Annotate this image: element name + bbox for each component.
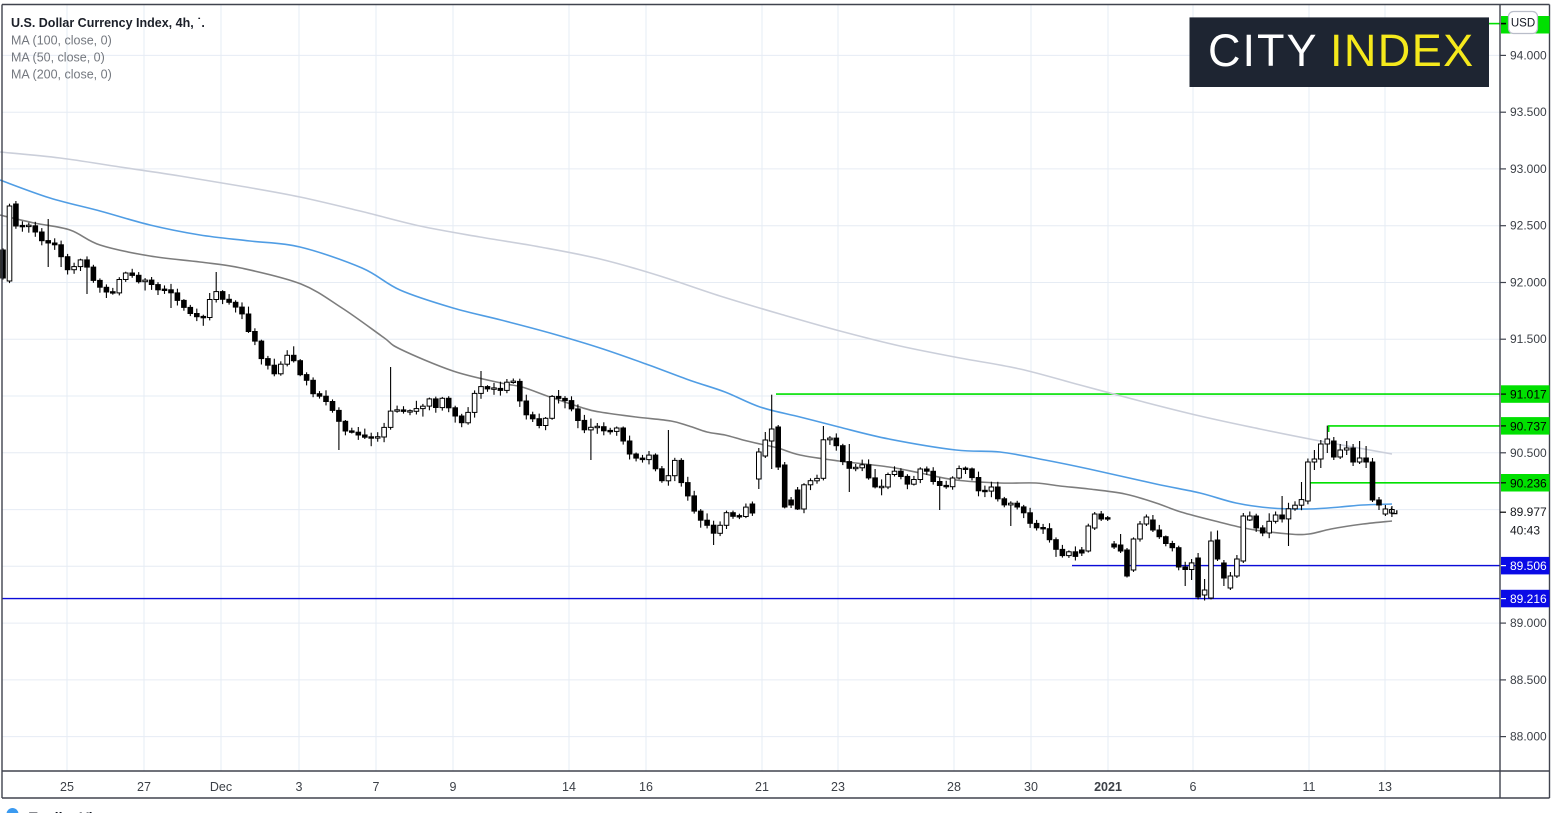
svg-text:89.000: 89.000 bbox=[1510, 616, 1547, 630]
svg-text:40:43: 40:43 bbox=[1510, 524, 1540, 538]
svg-text:27: 27 bbox=[137, 780, 151, 794]
svg-text:Dec: Dec bbox=[210, 780, 232, 794]
svg-text:88.500: 88.500 bbox=[1510, 673, 1547, 687]
svg-text:MA (100, close, 0): MA (100, close, 0) bbox=[11, 34, 112, 48]
svg-text:91.500: 91.500 bbox=[1510, 332, 1547, 346]
svg-text:MA (50, close, 0): MA (50, close, 0) bbox=[11, 51, 105, 65]
svg-text:91.017: 91.017 bbox=[1510, 388, 1547, 402]
svg-text:94.000: 94.000 bbox=[1510, 48, 1547, 62]
svg-text:89.506: 89.506 bbox=[1510, 559, 1547, 573]
svg-text:93.500: 93.500 bbox=[1510, 105, 1547, 119]
svg-text:9: 9 bbox=[450, 780, 457, 794]
svg-text:7: 7 bbox=[373, 780, 380, 794]
svg-text:25: 25 bbox=[60, 780, 74, 794]
svg-text:11: 11 bbox=[1303, 780, 1316, 794]
svg-text:23: 23 bbox=[831, 780, 845, 794]
svg-text:89.216: 89.216 bbox=[1510, 592, 1547, 606]
svg-text:6: 6 bbox=[1190, 780, 1197, 794]
svg-text:13: 13 bbox=[1378, 780, 1392, 794]
svg-text:21: 21 bbox=[755, 780, 769, 794]
svg-text:2021: 2021 bbox=[1094, 780, 1122, 794]
svg-text:CITY: CITY bbox=[1208, 25, 1319, 76]
svg-text:MA (200, close, 0): MA (200, close, 0) bbox=[11, 68, 112, 82]
svg-text:92.000: 92.000 bbox=[1510, 276, 1547, 290]
svg-text:TradingView: TradingView bbox=[29, 809, 111, 813]
svg-text:USD: USD bbox=[1511, 18, 1535, 30]
svg-text:28: 28 bbox=[947, 780, 961, 794]
svg-text:90.500: 90.500 bbox=[1510, 446, 1547, 460]
svg-text:89.977: 89.977 bbox=[1510, 505, 1547, 519]
svg-text:16: 16 bbox=[639, 780, 653, 794]
svg-text:U.S. Dollar Currency Index, 4h: U.S. Dollar Currency Index, 4h, ˙. bbox=[11, 16, 205, 30]
svg-text:14: 14 bbox=[562, 780, 576, 794]
svg-text:92.500: 92.500 bbox=[1510, 219, 1547, 233]
svg-text:93.000: 93.000 bbox=[1510, 162, 1547, 176]
svg-text:90.737: 90.737 bbox=[1510, 419, 1547, 433]
svg-text:30: 30 bbox=[1024, 780, 1038, 794]
svg-text:90.236: 90.236 bbox=[1510, 476, 1547, 490]
svg-text:88.000: 88.000 bbox=[1510, 730, 1547, 744]
svg-text:3: 3 bbox=[296, 780, 303, 794]
svg-text:INDEX: INDEX bbox=[1330, 25, 1475, 76]
